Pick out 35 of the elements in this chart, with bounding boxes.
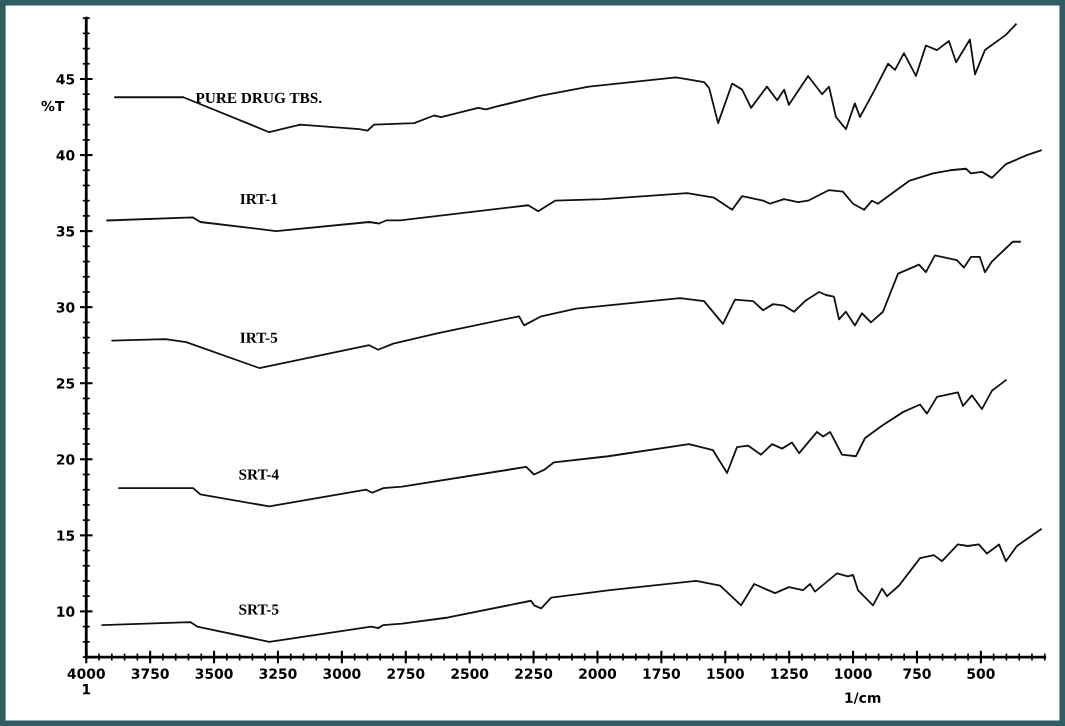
y-tick-label: 35 <box>56 226 75 237</box>
line-series <box>101 528 1042 643</box>
x-tick-label: 3500 <box>195 668 233 679</box>
y-axis-title: %T <box>41 100 65 112</box>
x-tick-label: 1250 <box>771 668 808 679</box>
x-tick-label: 3000 <box>323 668 361 679</box>
x-tick-label: 2000 <box>579 668 617 679</box>
line-series <box>106 149 1042 233</box>
x-axis-title: 1/cm <box>845 692 881 705</box>
x-tick-label: 3750 <box>131 668 169 679</box>
series-label: PURE DRUG TBS. <box>195 92 322 104</box>
line-series <box>114 23 1017 134</box>
series-label: SRT-5 <box>239 604 279 615</box>
y-tick-label: 45 <box>56 74 75 85</box>
x-tick-label: 750 <box>903 668 931 679</box>
y-tick-label: 20 <box>56 454 75 465</box>
x-tick-label: 2250 <box>515 668 553 679</box>
y-tick-label: 15 <box>57 530 75 541</box>
line-series <box>118 379 1007 508</box>
y-tick-label: 25 <box>56 378 75 389</box>
x-tick-label: 1000 <box>835 668 872 679</box>
line-series <box>111 240 1021 369</box>
series-label: IRT-5 <box>240 332 278 343</box>
x-tick-label: 1750 <box>643 668 681 679</box>
x-tick-label: 2500 <box>451 668 489 679</box>
x-tick-label: 2750 <box>387 668 425 679</box>
series-label: SRT-4 <box>239 469 279 480</box>
series-label: IRT-1 <box>240 193 277 204</box>
x-tick-label: 3250 <box>259 668 297 679</box>
x-tick-label: 4000 1 <box>67 668 105 695</box>
y-tick-label: 40 <box>56 150 75 161</box>
y-tick-label: 10 <box>57 606 75 617</box>
x-tick-label: 1500 <box>707 668 744 679</box>
y-tick-label: 30 <box>56 302 75 313</box>
x-tick-label: 500 <box>967 668 995 679</box>
